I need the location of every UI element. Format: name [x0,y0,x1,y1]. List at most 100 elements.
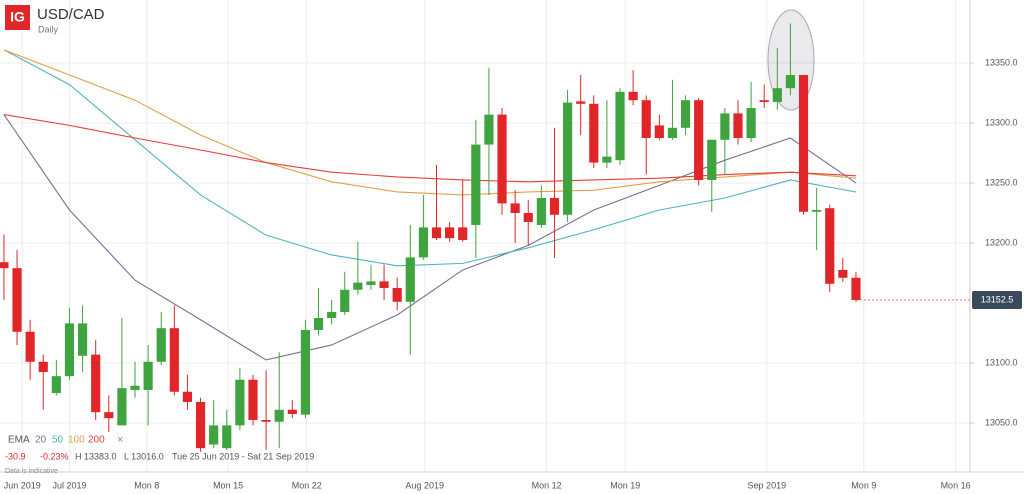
candle-body [300,329,311,415]
chart-subtitle: Daily [38,24,59,34]
candle-body [130,385,140,390]
ema-line [3,114,857,361]
change: -30.9 [5,451,26,461]
legend: EMA × -30.9 -0.23% H 13383.0 L 13016.0 T… [5,434,314,475]
legend-entry: 20 [35,435,47,446]
x-tick-label: Mon 9 [851,480,876,490]
candle-body [838,269,848,278]
candle-body [261,419,271,422]
x-tick-label: Mon 15 [213,480,243,490]
x-tick-label: Jun 2019 [4,480,41,490]
candle-body [353,282,363,290]
logo-box [5,5,30,30]
candle-body [445,227,455,239]
ema-lines [3,49,857,361]
x-tick-label: Aug 2019 [405,480,444,490]
candle-body [720,113,730,140]
candle-body [654,125,664,138]
chart-title: USD/CAD [37,6,105,23]
candle-body [25,331,35,362]
legend-entry: 100 [68,435,85,446]
x-tick-label: Mon 12 [532,480,562,490]
candle-body [772,88,782,102]
legend-entry: 200 [88,435,105,446]
candle-body [392,287,402,302]
candle-body [641,100,651,138]
candle-body [51,376,61,393]
low-label: L 13016.0 [124,451,164,461]
candle-body [0,262,9,269]
candle-body [707,139,717,180]
y-tick-label: 13350.0 [985,57,1018,67]
candle-body [156,328,166,362]
candle-body [680,100,691,128]
y-tick-label: 13200.0 [985,237,1018,247]
candle-body [274,409,284,422]
candle-body [91,354,101,413]
candle-body [77,323,88,356]
y-tick-label: 13250.0 [985,177,1018,187]
candle-body [576,101,586,104]
candle-body [287,409,297,414]
legend-entry: 50 [52,435,64,446]
candle-body [851,277,861,300]
x-tick-label: Mon 19 [610,480,640,490]
disclaimer: Data is indicative [5,468,58,475]
candle-body [523,212,533,222]
candle-body [418,227,428,258]
candle-body [104,412,114,419]
candle-body [759,100,769,102]
candle-body [510,203,520,213]
x-tick-label: Jul 2019 [52,480,86,490]
candle-body [536,197,546,225]
candle-body [785,74,796,89]
x-tick-label: Mon 8 [134,480,159,490]
candle-body [694,100,704,180]
range-label: Tue 25 Jun 2019 - Sat 21 Sep 2019 [172,451,314,461]
candle-body [549,197,560,215]
candle-body [209,425,219,445]
candle-body [798,74,809,212]
candle-body [825,208,835,284]
candle-body [64,323,75,377]
candle-body [169,328,179,392]
x-tick-label: Mon 22 [292,480,322,490]
candles [0,23,861,452]
y-tick-label: 13050.0 [985,417,1018,427]
ema-line [3,49,857,267]
candle-body [379,281,389,288]
candle-body [458,227,468,240]
logo: IG [10,9,25,25]
last-price-box [972,290,1022,309]
candle-body [366,281,376,285]
candle-body [562,102,573,215]
candle-body [812,209,822,212]
candle-body [405,257,415,302]
candle-body [733,113,743,138]
candle-body [340,289,350,312]
grid [0,0,970,472]
candle-body [327,311,337,318]
candle-body [313,317,324,330]
candle-body [471,144,481,225]
candle-body [431,227,442,239]
high-label: H 13383.0 [75,451,117,461]
candle-body [117,388,127,426]
candle-body [746,107,756,138]
candle-body [235,379,245,426]
candle-body [484,114,494,145]
candle-body [589,103,599,163]
x-tick-label: Mon 16 [941,480,971,490]
last-price-label: 13152.5 [981,294,1014,304]
candle-body [182,391,193,402]
candle-body [667,127,678,138]
candle-body [143,361,153,390]
change-pct: -0.23% [40,451,69,461]
candle-body [195,401,206,449]
candle-body [602,156,612,163]
candle-body [248,379,258,420]
candle-body [628,91,638,101]
y-tick-label: 13100.0 [985,357,1018,367]
legend-close[interactable]: × [117,434,123,446]
